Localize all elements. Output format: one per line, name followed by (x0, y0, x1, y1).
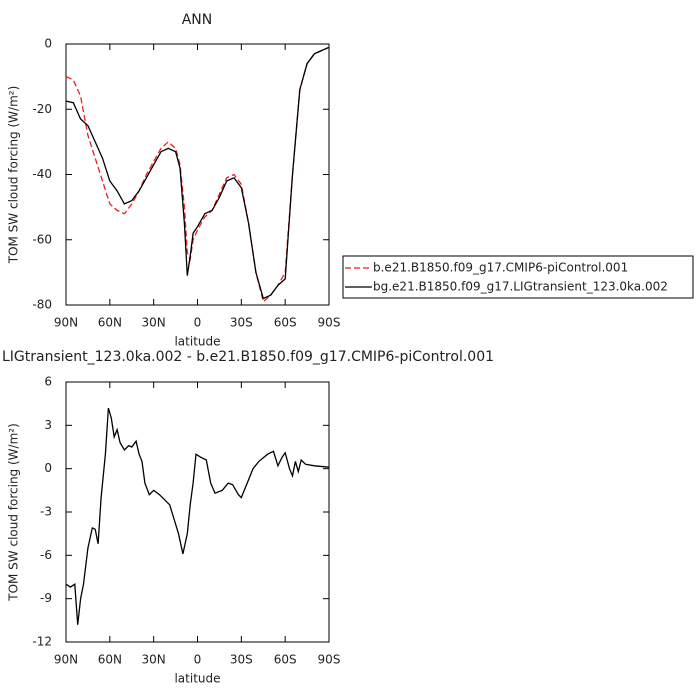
y-tick-label: 0 (44, 461, 52, 475)
series-line (65, 407, 330, 625)
y-tick-label: -60 (32, 232, 52, 246)
x-axis-label: latitude (174, 335, 220, 349)
y-tick-label: -3 (40, 505, 52, 519)
y-tick-label: 3 (44, 418, 52, 432)
y-tick-label: -20 (32, 102, 52, 116)
series-line (65, 46, 330, 303)
x-tick-label: 60N (98, 653, 122, 667)
x-tick-label: 30S (230, 653, 253, 667)
series-line (65, 46, 330, 300)
y-tick-label: -80 (32, 298, 52, 312)
legend-label: b.e21.B1850.f09_g17.CMIP6-piControl.001 (373, 261, 628, 275)
y-axis-label: TOM SW cloud forcing (W/m²) (7, 423, 21, 602)
chart-title: LIGtransient_123.0ka.002 - b.e21.B1850.f… (2, 349, 494, 365)
y-tick-label: -6 (40, 548, 52, 562)
x-tick-label: 30S (230, 316, 253, 330)
y-tick-label: -9 (40, 591, 52, 605)
legend-box (342, 255, 694, 299)
y-axis-label: TOM SW cloud forcing (W/m²) (7, 86, 21, 265)
x-axis-label: latitude (174, 672, 220, 686)
y-tick-label: -12 (32, 635, 52, 649)
x-tick-label: 60S (274, 653, 297, 667)
x-tick-label: 90N (54, 316, 78, 330)
x-tick-label: 60N (98, 316, 122, 330)
x-tick-label: 30N (142, 316, 166, 330)
y-tick-label: 6 (44, 375, 52, 389)
x-tick-label: 0 (194, 316, 202, 330)
chart-title: ANN (182, 12, 213, 28)
legend-label: bg.e21.B1850.f09_g17.LIGtransient_123.0k… (373, 280, 668, 294)
plot-frame (65, 43, 330, 306)
x-tick-label: 0 (194, 653, 202, 667)
x-tick-label: 90S (318, 316, 341, 330)
x-tick-label: 30N (142, 653, 166, 667)
plot-frame (65, 381, 330, 643)
x-tick-label: 90N (54, 653, 78, 667)
x-tick-label: 60S (274, 316, 297, 330)
y-tick-label: 0 (44, 37, 52, 51)
y-tick-label: -40 (32, 167, 52, 181)
x-tick-label: 90S (318, 653, 341, 667)
